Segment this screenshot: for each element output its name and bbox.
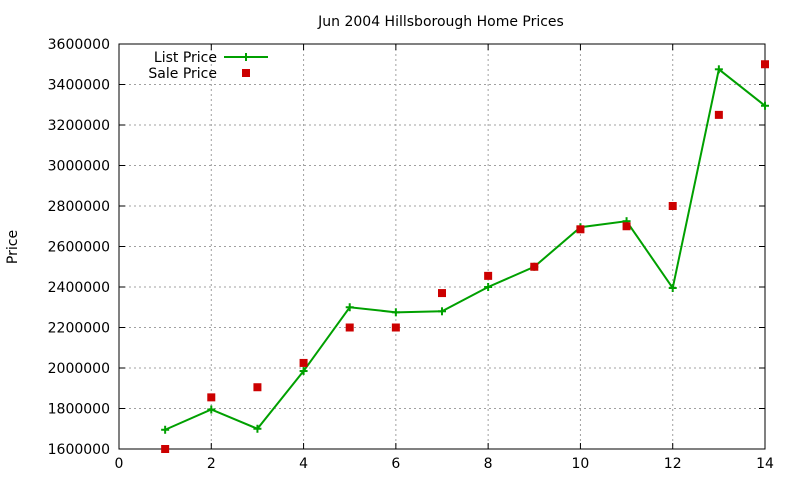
series-layer <box>161 60 769 453</box>
data-point <box>714 110 723 119</box>
x-axis: 0 2 4 6 8 10 12 14 <box>115 44 774 472</box>
data-point <box>761 101 769 110</box>
data-point <box>530 262 539 271</box>
y-tick-label: 2600000 <box>48 240 110 256</box>
data-point <box>299 358 308 367</box>
y-axis-label: Price <box>5 230 21 264</box>
x-tick-label: 14 <box>756 456 774 472</box>
y-tick-label: 3200000 <box>48 118 110 134</box>
data-point <box>345 323 354 332</box>
data-point <box>299 367 308 376</box>
data-point <box>253 383 262 392</box>
y-axis: 1600000 1800000 2000000 2200000 2400000 26000… <box>48 37 765 458</box>
data-point <box>761 60 769 69</box>
y-tick-label: 2200000 <box>48 321 110 337</box>
data-point <box>484 271 493 280</box>
data-point <box>207 393 216 402</box>
data-point <box>391 323 400 332</box>
data-point <box>207 405 216 414</box>
data-point <box>668 284 677 293</box>
legend-label: List Price <box>154 50 217 66</box>
data-point <box>438 307 446 316</box>
data-point <box>484 283 493 291</box>
legend-marker <box>242 53 250 61</box>
legend-label: Sale Price <box>148 66 217 82</box>
x-tick-label: 10 <box>572 456 590 472</box>
x-tick-label: 6 <box>391 456 400 472</box>
series-list-price <box>161 65 769 434</box>
data-point <box>253 424 262 433</box>
data-point <box>576 225 585 234</box>
data-point <box>668 202 677 210</box>
series-sale-price <box>161 60 769 453</box>
x-tick-label: 2 <box>207 456 216 472</box>
x-tick-label: 8 <box>484 456 493 472</box>
chart-title: Jun 2004 Hillsborough Home Prices <box>317 14 564 30</box>
data-point <box>161 425 170 434</box>
data-point <box>391 308 400 317</box>
y-tick-label: 2000000 <box>48 361 110 377</box>
x-tick-label: 12 <box>664 456 682 472</box>
y-tick-label: 3400000 <box>48 78 110 94</box>
data-point <box>622 222 631 231</box>
x-tick-label: 4 <box>299 456 308 472</box>
y-tick-label: 3600000 <box>48 37 110 53</box>
data-point <box>161 445 170 453</box>
y-tick-label: 2800000 <box>48 199 110 215</box>
y-tick-label: 1600000 <box>48 442 110 458</box>
legend-marker <box>242 69 250 77</box>
y-tick-label: 1800000 <box>48 402 110 418</box>
x-tick-label: 0 <box>115 456 124 472</box>
data-point <box>438 289 446 298</box>
data-point <box>345 303 354 312</box>
y-tick-label: 3000000 <box>48 159 110 175</box>
data-point <box>714 65 723 74</box>
series-line <box>164 67 766 431</box>
y-tick-label: 2400000 <box>48 280 110 296</box>
